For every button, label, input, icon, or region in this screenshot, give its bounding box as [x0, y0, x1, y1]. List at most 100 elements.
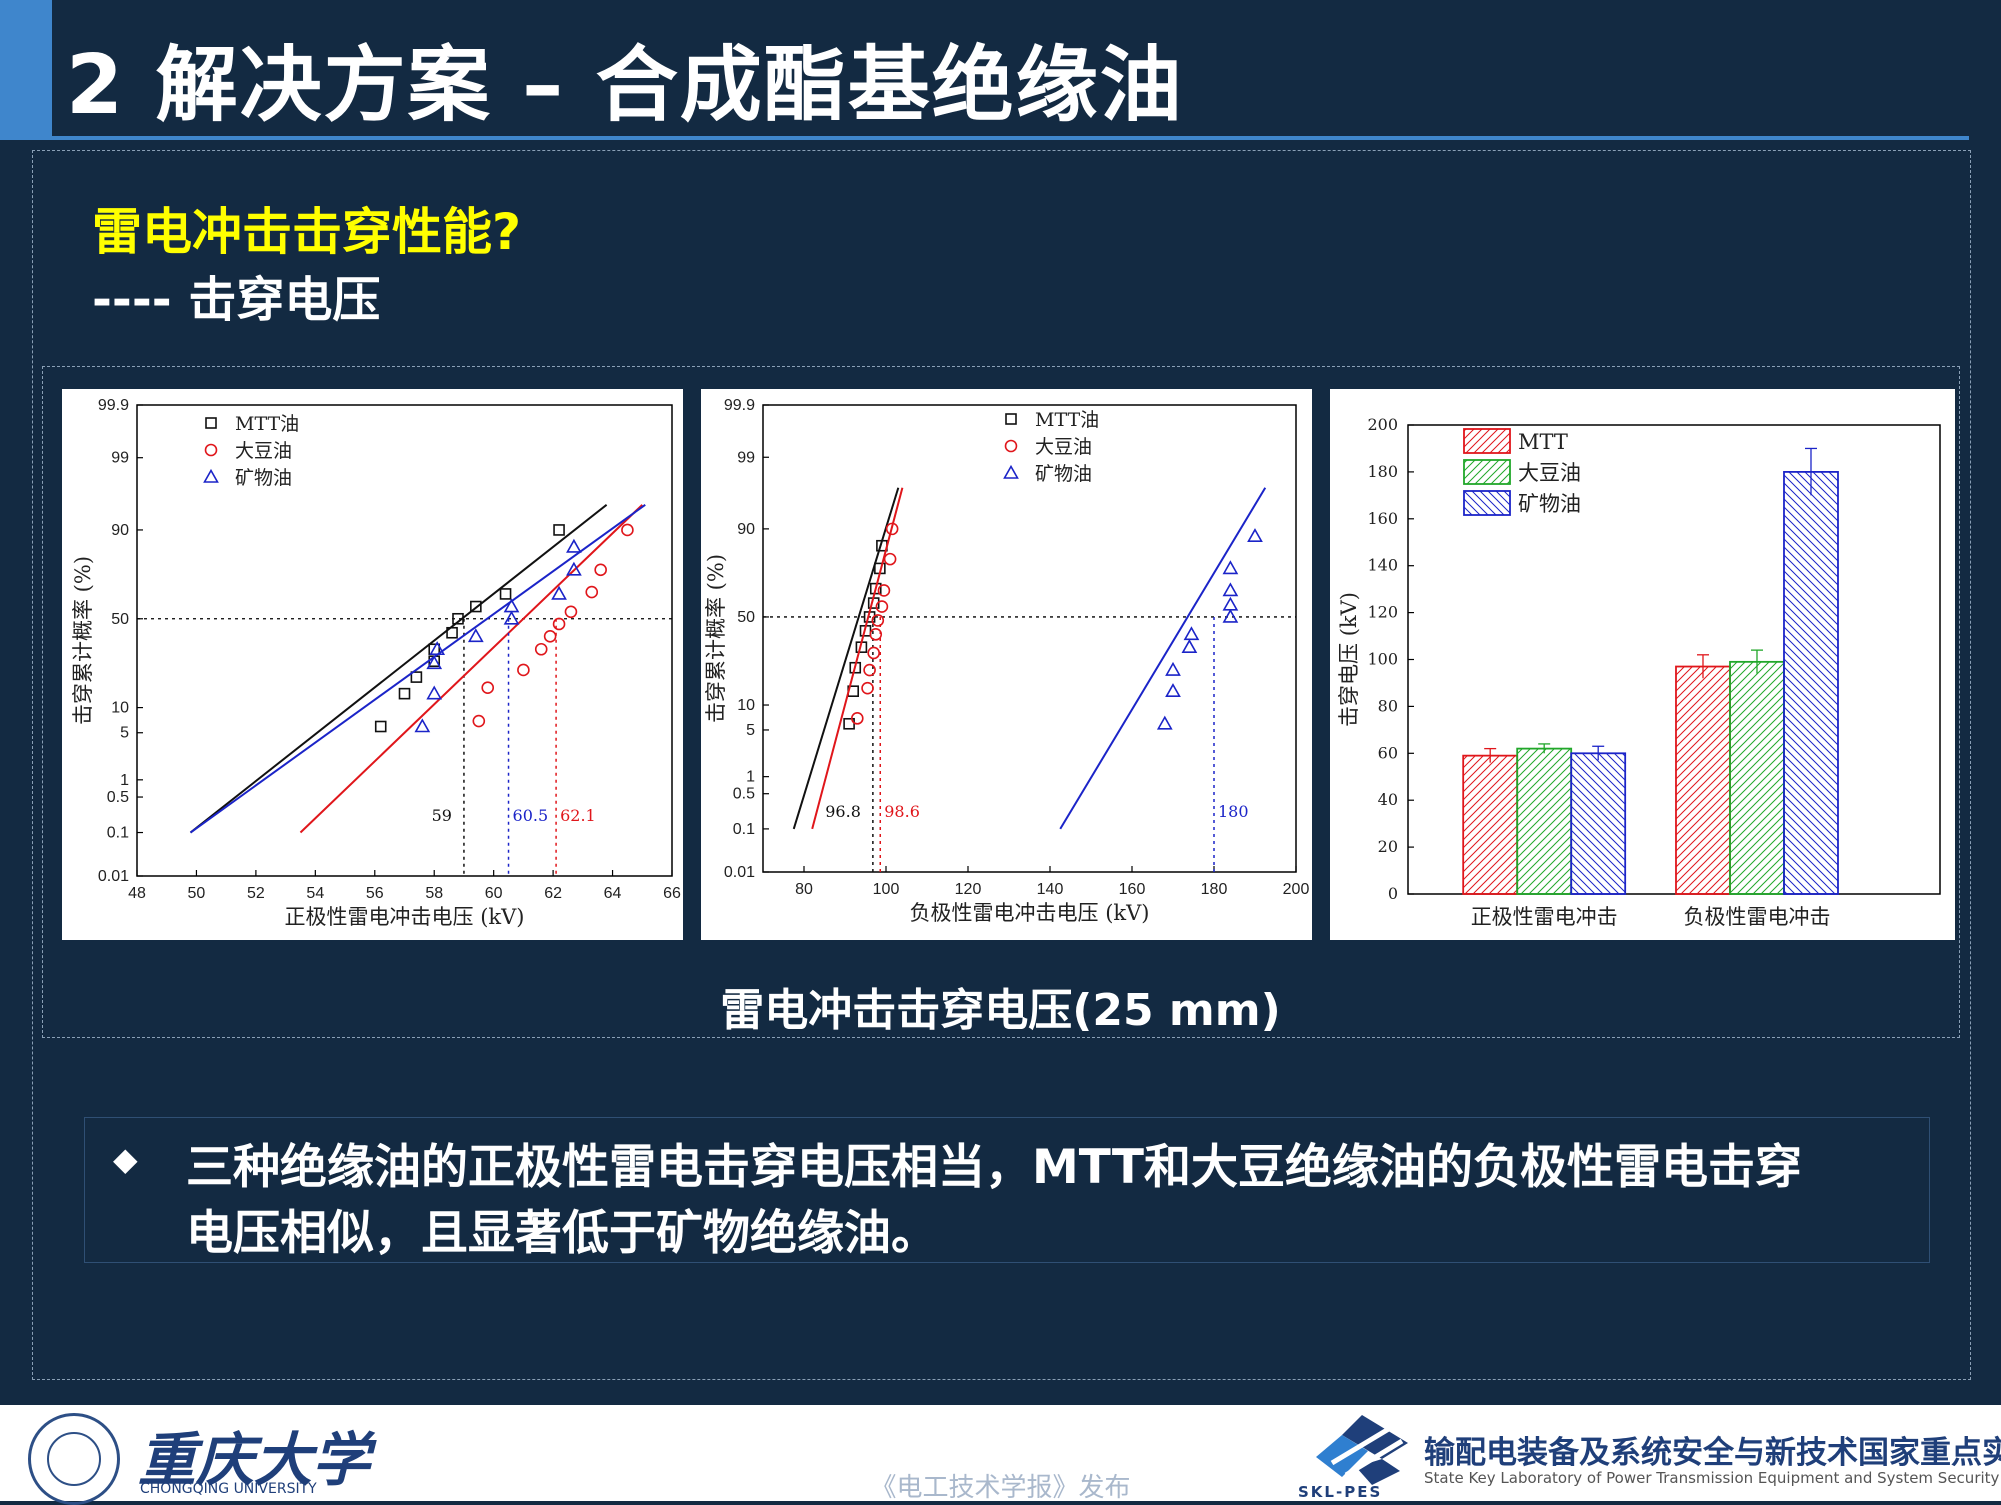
legend-label: 大豆油 — [235, 440, 292, 462]
data-point — [1181, 639, 1198, 653]
conclusion-line-1: 三种绝缘油的正极性雷电击穿电压相当，MTT和大豆绝缘油的负极性雷电击穿 — [186, 1140, 1802, 1195]
chart-bar-svg: 0 20 40 60 80 100 120 140 160 180 200 击穿电压 (kV) 正极性雷… — [1337, 415, 1941, 929]
x-tick-label: 120 — [955, 881, 982, 898]
data-point — [861, 681, 874, 695]
data-point — [1222, 560, 1239, 575]
y-tick-label: 80 — [1378, 696, 1398, 715]
legend-label: 大豆油 — [1518, 461, 1581, 485]
data-point — [553, 524, 565, 536]
lab-name-cn: 输配电装备及系统安全与新技术国家重点实验室 — [1424, 1435, 2001, 1471]
x-tick-label: 60 — [485, 885, 503, 902]
legend-label: 矿物油 — [1518, 492, 1581, 516]
y-tick-label: 40 — [1378, 790, 1398, 809]
v50-label: 60.5 — [513, 806, 549, 825]
data-point — [472, 714, 486, 728]
y-tick-label: 0.5 — [733, 786, 755, 803]
y-tick-label: 180 — [1367, 462, 1398, 481]
fit-line — [189, 504, 608, 834]
y-tick-label: 0.1 — [107, 825, 129, 842]
content-frame — [32, 150, 1971, 1380]
y-tick-label: 0 — [1388, 884, 1398, 903]
data-point — [851, 712, 864, 725]
data-point — [534, 642, 548, 656]
x-tick-label: 100 — [873, 881, 900, 898]
legend-label: MTT油 — [235, 413, 299, 435]
y-tick-label: 10 — [737, 697, 755, 714]
data-point — [398, 687, 411, 700]
data-point — [552, 617, 566, 631]
x-tick-label: 160 — [1119, 881, 1146, 898]
data-point — [867, 646, 880, 660]
plot-frame — [762, 404, 1297, 873]
bar — [1675, 665, 1731, 895]
data-point — [1247, 528, 1263, 543]
x-tick-label: 48 — [128, 885, 146, 902]
legend-marker — [1005, 413, 1017, 425]
fit-line — [1059, 487, 1267, 830]
legend-swatch — [1463, 459, 1511, 485]
data-point — [871, 614, 885, 627]
conclusion-box — [84, 1117, 1930, 1263]
y-tick-label: 5 — [746, 722, 755, 739]
v50-label: 98.6 — [884, 802, 920, 821]
data-point — [470, 600, 482, 613]
data-point — [1183, 626, 1200, 641]
legend-label: 大豆油 — [1035, 436, 1092, 458]
data-point — [885, 522, 899, 536]
y-tick-label: 5 — [120, 725, 129, 742]
data-point — [1222, 596, 1239, 611]
chart-positive-svg: 48 50 52 54 56 58 60 62 64 66 0.01 0.1 0.51 5 10 50 90 99… — [71, 397, 681, 929]
x-axis-label: 正极性雷电冲击电压 (kV) — [285, 905, 525, 929]
data-point — [374, 720, 387, 733]
university-name-cn: 重庆大学 — [138, 1426, 371, 1494]
y-tick-label: 1 — [746, 769, 755, 786]
y-tick-label: 60 — [1378, 743, 1398, 762]
data-point — [883, 552, 897, 566]
y-tick-label: 50 — [111, 611, 129, 628]
section-heading: 雷电冲击击穿性能? — [92, 203, 522, 261]
footer: 重庆大学 CHONGQING UNIVERSITY 《电工技术学报》发布 SKL… — [0, 1405, 2001, 1505]
fit-line — [792, 487, 900, 830]
data-point — [551, 585, 567, 600]
legend-label: MTT — [1518, 430, 1568, 454]
fit-line — [189, 503, 646, 834]
data-point — [452, 612, 464, 625]
bar — [1783, 471, 1839, 895]
data-point — [1165, 661, 1181, 676]
data-point — [621, 523, 634, 537]
v50-label: 180 — [1218, 802, 1249, 821]
legend-marker — [204, 443, 218, 457]
category-label: 负极性雷电冲击 — [1683, 905, 1830, 929]
data-point — [875, 600, 889, 613]
conclusion-line-2: 电压相似，且显著低于矿物绝缘油。 — [186, 1206, 938, 1261]
x-tick-label: 52 — [247, 885, 265, 902]
x-tick-label: 50 — [188, 885, 206, 902]
data-point — [1156, 715, 1173, 730]
slide-title: 2 解决方案 – 合成酯基绝缘油 — [66, 38, 1184, 133]
chart-bar-breakdown: 0 20 40 60 80 100 120 140 160 180 200 击穿电压 (kV) 正极性雷… — [1330, 389, 1955, 940]
y-tick-label: 90 — [111, 522, 129, 539]
data-point — [517, 663, 530, 677]
x-tick-label: 80 — [795, 881, 813, 898]
data-point — [414, 718, 431, 733]
y-tick-label: 0.5 — [107, 789, 129, 806]
data-point — [481, 681, 495, 694]
data-point — [869, 582, 882, 595]
lab-logo-icon — [1316, 1415, 1408, 1485]
y-tick-label: 140 — [1367, 556, 1398, 575]
data-point — [566, 538, 582, 553]
x-tick-label: 140 — [1037, 881, 1064, 898]
y-tick-label: 99 — [111, 450, 129, 467]
data-point — [499, 588, 512, 600]
title-rule — [52, 136, 1969, 140]
data-point — [863, 663, 876, 677]
chart-positive-probability: 48 50 52 54 56 58 60 62 64 66 0.01 0.1 0.5 1 5 10 50 90 99… — [62, 389, 683, 940]
data-point — [543, 630, 557, 643]
bullet-diamond-icon: ◆ — [113, 1140, 138, 1178]
y-tick-label: 50 — [737, 609, 755, 626]
y-tick-label: 0.1 — [733, 821, 755, 838]
legend-marker — [1003, 464, 1019, 479]
university-name-en: CHONGQING UNIVERSITY — [140, 1481, 317, 1497]
legend-marker — [1004, 439, 1018, 453]
v50-label: 59 — [432, 806, 452, 825]
